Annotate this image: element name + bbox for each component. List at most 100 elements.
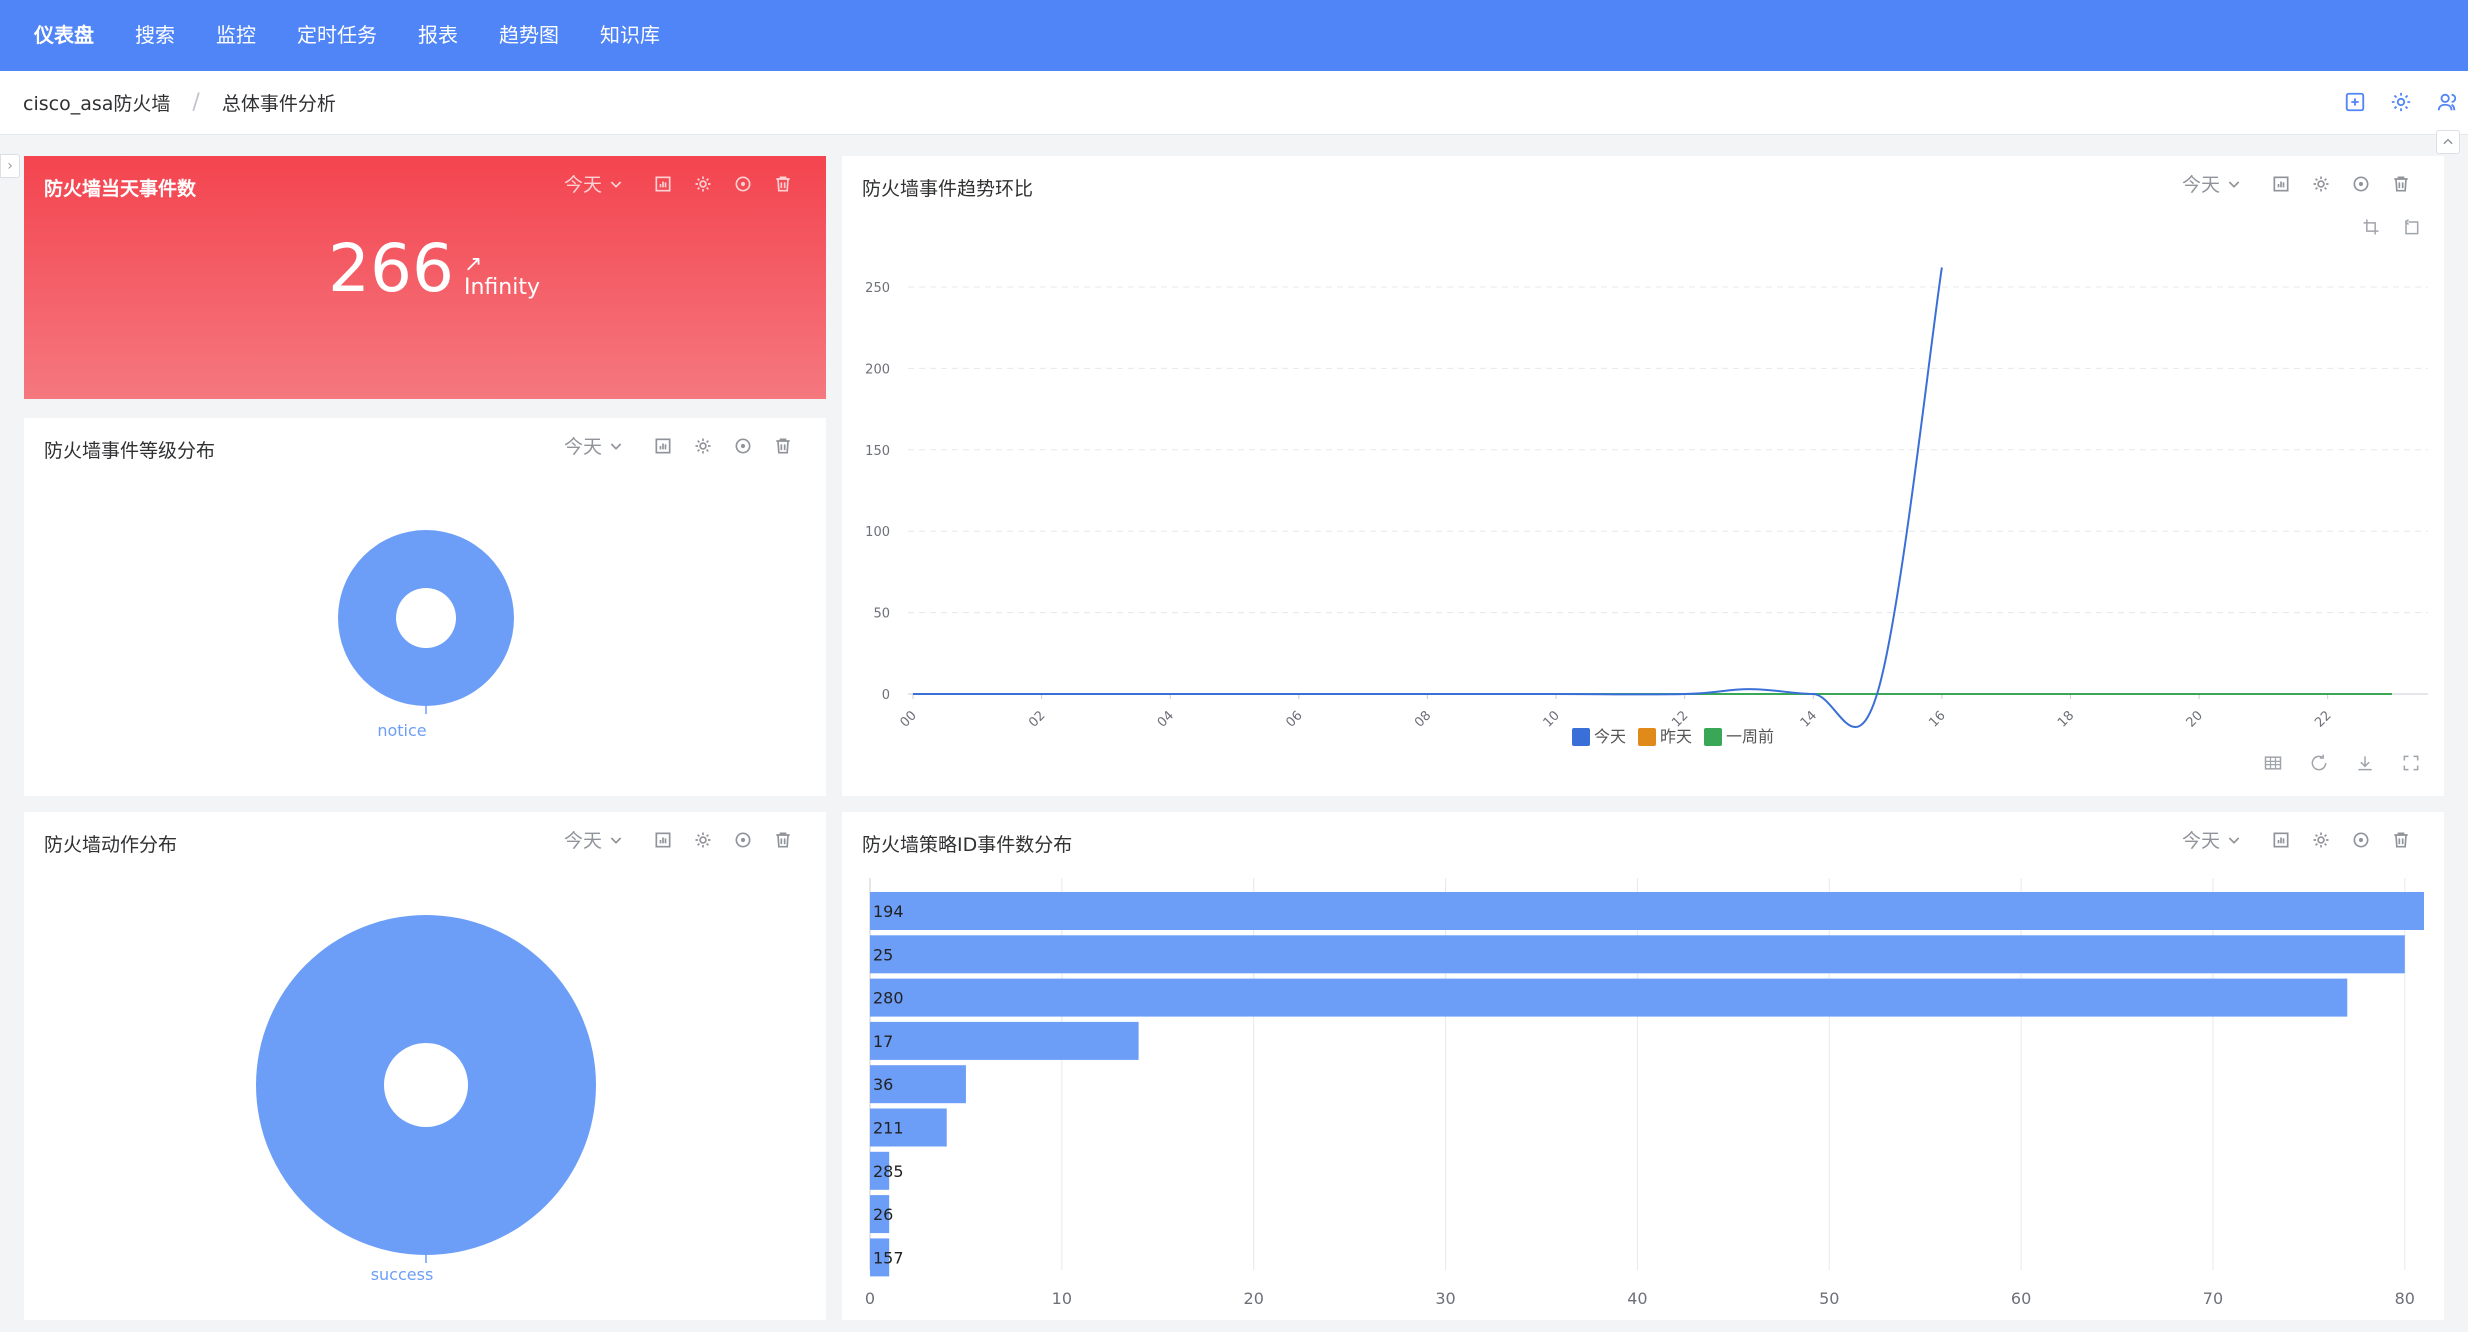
- time-range-select[interactable]: 今天: [564, 170, 624, 197]
- bar: [870, 1195, 890, 1234]
- bar-category-label: 211: [873, 1119, 904, 1138]
- panel-delete-button[interactable]: [770, 433, 796, 459]
- time-range-label: 今天: [563, 830, 602, 852]
- chevron-up-icon: [2443, 138, 2453, 145]
- bar: [870, 892, 2424, 930]
- panel-delete-button[interactable]: [2388, 827, 2414, 853]
- breadcrumb-item-dashboard[interactable]: cisco_asa防火墙: [23, 93, 171, 115]
- x-tick-label: 14: [1798, 708, 1820, 730]
- panel-refresh-button[interactable]: [730, 827, 756, 853]
- zoom-reset-button[interactable]: [2398, 214, 2424, 240]
- sidebar-expand-handle[interactable]: ›: [0, 154, 20, 178]
- bar-category-label: 280: [873, 989, 904, 1008]
- panel-toolbar: 今天: [2182, 826, 2414, 853]
- panel-settings-button[interactable]: [2308, 171, 2334, 197]
- time-range-label: 今天: [2181, 830, 2220, 852]
- users-icon: [2437, 93, 2457, 111]
- nav-item-knowledge-base[interactable]: 知识库: [600, 23, 660, 47]
- time-range-select[interactable]: 今天: [564, 826, 624, 853]
- event-count-trend: ↗ Infinity: [463, 251, 540, 300]
- level-donut-chart: notice: [338, 530, 514, 740]
- gear-icon: [695, 832, 711, 847]
- y-tick-label: 100: [865, 525, 890, 540]
- add-panel-button[interactable]: [2342, 89, 2368, 115]
- x-tick-label: 30: [1435, 1289, 1455, 1308]
- panel-refresh-button[interactable]: [2348, 827, 2374, 853]
- bar-chart-icon: [655, 176, 671, 191]
- x-tick-label: 16: [1926, 708, 1948, 730]
- panel-delete-button[interactable]: [770, 827, 796, 853]
- table-icon: [2264, 756, 2282, 770]
- panel-settings-button[interactable]: [690, 171, 716, 197]
- panel-delete-button[interactable]: [2388, 171, 2414, 197]
- zoom-select-button[interactable]: [2358, 214, 2384, 240]
- time-range-select[interactable]: 今天: [2182, 170, 2242, 197]
- panel-level-distribution: 防火墙事件等级分布 今天 notice: [24, 418, 826, 796]
- nav-item-reports[interactable]: 报表: [418, 23, 458, 47]
- nav-item-search[interactable]: 搜索: [135, 23, 175, 47]
- panel-refresh-button[interactable]: [730, 433, 756, 459]
- panel-today-count: 防火墙当天事件数 今天 266 ↗ Infinity: [24, 156, 826, 399]
- event-count-value: 266 ↗ Infinity: [328, 236, 540, 302]
- bar-category-label: 25: [873, 945, 893, 964]
- fullscreen-button[interactable]: [2398, 750, 2424, 776]
- crop-icon: [2363, 219, 2379, 235]
- gear-icon: [695, 438, 711, 453]
- x-tick-label: 0: [865, 1289, 875, 1308]
- panel-delete-button[interactable]: [770, 171, 796, 197]
- data-view-button[interactable]: [2260, 750, 2286, 776]
- trash-icon: [776, 176, 790, 191]
- nav-item-monitor[interactable]: 监控: [216, 23, 256, 47]
- trash-icon: [776, 832, 790, 847]
- time-range-select[interactable]: 今天: [564, 432, 624, 459]
- bar: [870, 1238, 890, 1277]
- trash-icon: [776, 438, 790, 453]
- panel-title: 防火墙当天事件数: [44, 178, 197, 200]
- chart-type-button[interactable]: [650, 171, 676, 197]
- chart-type-button[interactable]: [650, 433, 676, 459]
- x-tick-label: 40: [1627, 1289, 1647, 1308]
- bar-category-label: 17: [873, 1032, 893, 1051]
- share-users-button[interactable]: [2434, 89, 2460, 115]
- time-range-label: 今天: [2181, 174, 2220, 196]
- bar: [870, 978, 2348, 1017]
- settings-button[interactable]: [2388, 89, 2414, 115]
- panel-event-trend: 防火墙事件趋势环比 今天 0 50 100 150 200 250 00 02 04 06 08 10…: [842, 156, 2444, 796]
- bar: [870, 1065, 966, 1104]
- panel-settings-button[interactable]: [690, 827, 716, 853]
- chart-type-button[interactable]: [2268, 827, 2294, 853]
- panel-title: 防火墙动作分布: [44, 834, 178, 856]
- x-tick-label: 06: [1283, 708, 1305, 730]
- x-tick-label: 18: [2055, 708, 2077, 730]
- bar: [870, 1108, 947, 1147]
- trend-up-icon: ↗: [463, 251, 483, 277]
- panel-toolbar: 今天: [2182, 170, 2414, 197]
- panel-policy-distribution: 防火墙策略ID事件数分布 今天 0 10 20 30 40 50 60 70 80 194 25 28…: [842, 812, 2444, 1320]
- x-tick-label: 02: [1026, 708, 1048, 730]
- nav-item-scheduled-tasks[interactable]: 定时任务: [297, 23, 377, 47]
- restore-button[interactable]: [2306, 750, 2332, 776]
- y-tick-label: 0: [882, 688, 890, 703]
- chart-type-button[interactable]: [2268, 171, 2294, 197]
- panel-settings-button[interactable]: [690, 433, 716, 459]
- scroll-up-button[interactable]: [2436, 130, 2460, 154]
- action-donut-chart: success: [256, 915, 596, 1284]
- bar-chart-icon: [655, 438, 671, 453]
- time-range-select[interactable]: 今天: [2182, 826, 2242, 853]
- event-count-number: 266: [328, 230, 454, 307]
- panel-refresh-button[interactable]: [730, 171, 756, 197]
- target-icon: [735, 176, 751, 191]
- x-tick-label: 70: [2203, 1289, 2223, 1308]
- panel-refresh-button[interactable]: [2348, 171, 2374, 197]
- zoom-back-icon: [2404, 218, 2419, 235]
- panel-settings-button[interactable]: [2308, 827, 2334, 853]
- download-button[interactable]: [2352, 750, 2378, 776]
- nav-item-dashboard[interactable]: 仪表盘: [34, 23, 94, 47]
- y-tick-label: 250: [865, 281, 890, 296]
- panel-toolbar: 今天: [564, 170, 796, 197]
- nav-item-trend[interactable]: 趋势图: [499, 23, 559, 47]
- series-line-today: [913, 267, 1943, 728]
- chevron-down-icon: [2228, 180, 2240, 188]
- fullscreen-icon: [2403, 755, 2419, 771]
- chart-type-button[interactable]: [650, 827, 676, 853]
